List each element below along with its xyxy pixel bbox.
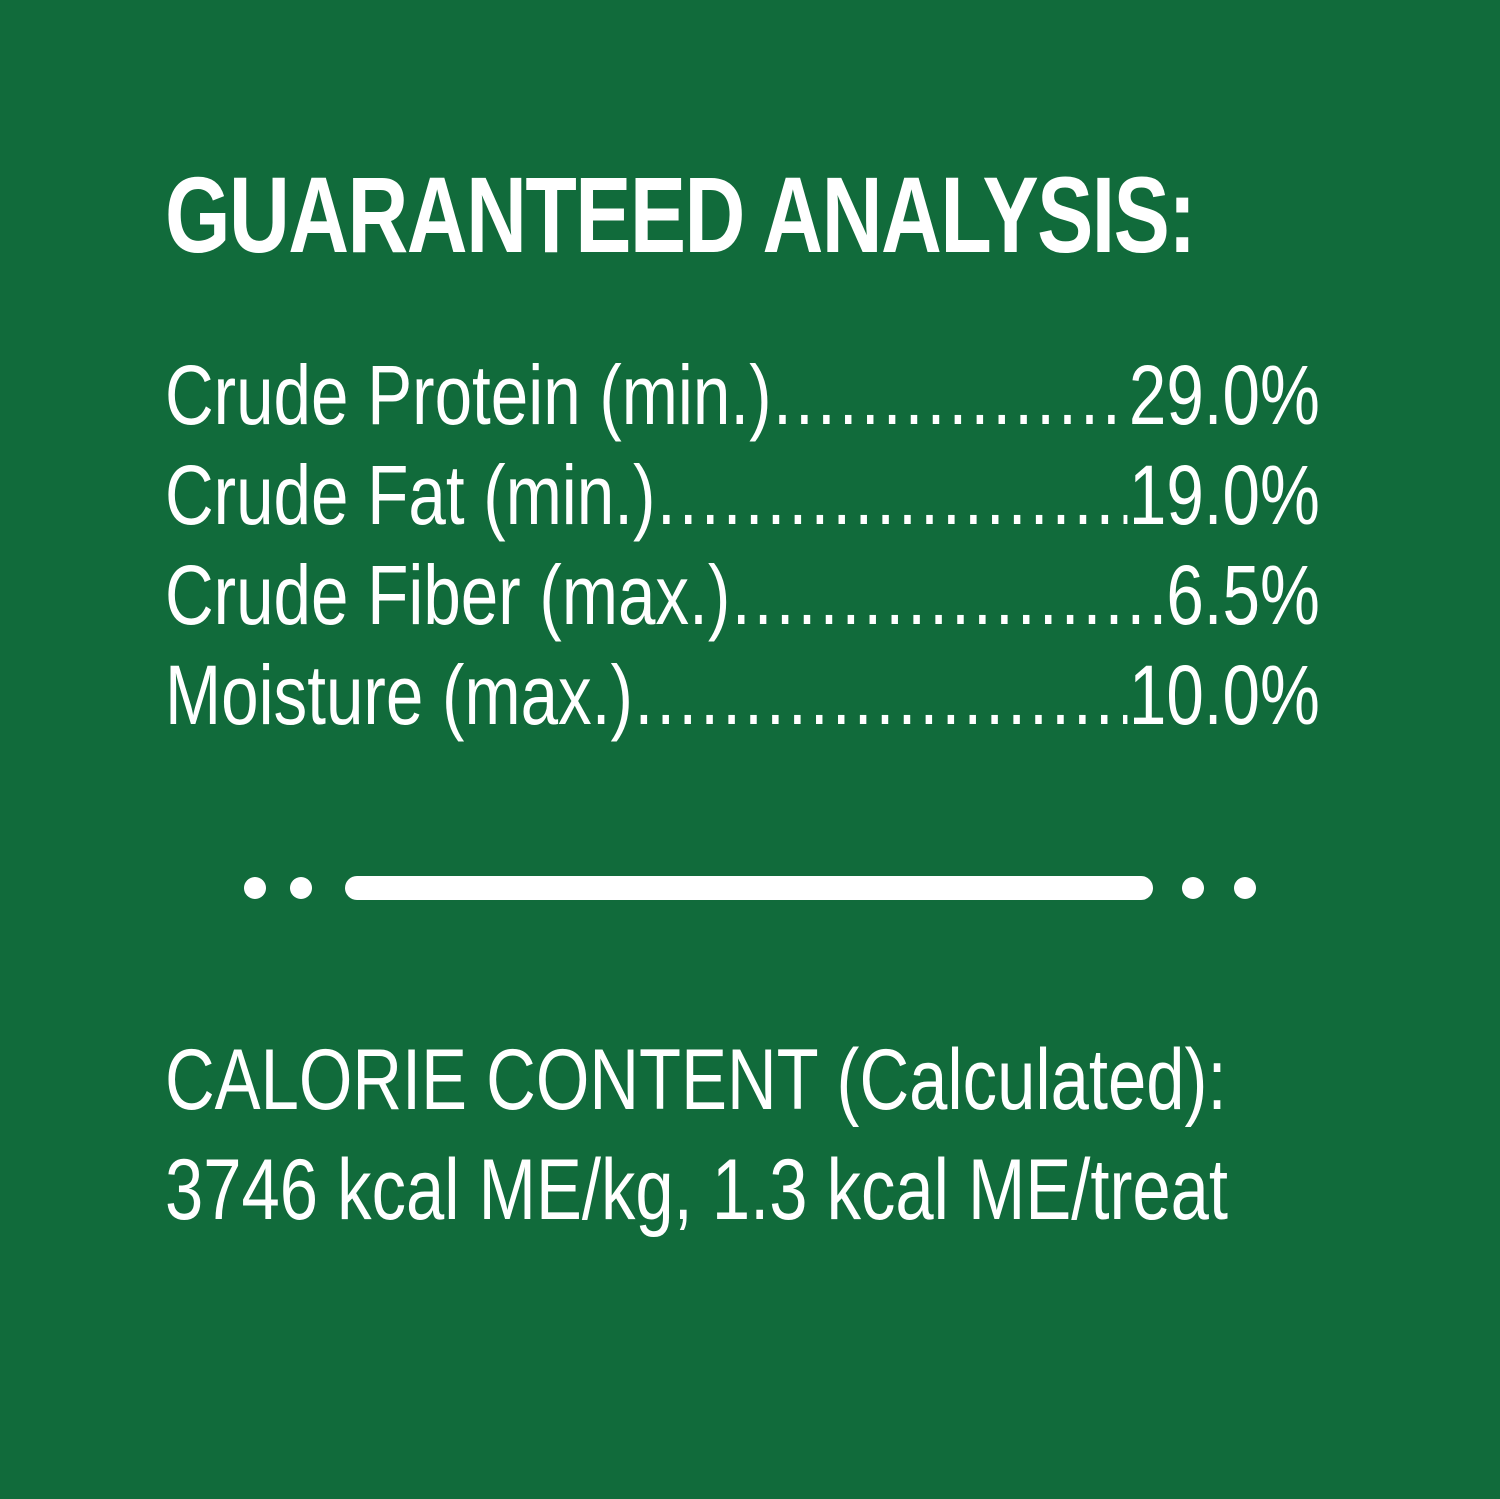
divider-dot (244, 877, 266, 899)
row-value: 19.0% (1128, 448, 1320, 542)
row-label: Moisture (max.) (165, 648, 633, 742)
analysis-table: Crude Protein (min.) 29.0% Crude Fat (mi… (165, 345, 1320, 745)
divider-bar (345, 876, 1153, 900)
divider-dot (290, 877, 312, 899)
row-label: Crude Fat (min.) (165, 448, 656, 542)
analysis-row-moisture: Moisture (max.) 10.0% (165, 645, 1320, 745)
divider-dot (1182, 877, 1204, 899)
divider-dot (1234, 877, 1256, 899)
page-title: GUARANTEED ANALYSIS: (165, 154, 1196, 275)
calorie-heading: CALORIE CONTENT (Calculated): (165, 1032, 1227, 1128)
dot-leader (657, 445, 1127, 545)
row-label: Crude Protein (min.) (165, 348, 772, 442)
analysis-row-fat: Crude Fat (min.) 19.0% (165, 445, 1320, 545)
row-value: 6.5% (1166, 548, 1320, 642)
analysis-row-protein: Crude Protein (min.) 29.0% (165, 345, 1320, 445)
dot-leader (634, 645, 1127, 745)
row-label: Crude Fiber (max.) (165, 548, 731, 642)
row-value: 29.0% (1128, 348, 1320, 442)
dot-leader (773, 345, 1127, 445)
dot-leader (732, 545, 1165, 645)
row-value: 10.0% (1128, 648, 1320, 742)
calorie-content: CALORIE CONTENT (Calculated): 3746 kcal … (165, 1025, 1228, 1245)
analysis-row-fiber: Crude Fiber (max.) 6.5% (165, 545, 1320, 645)
calorie-value: 3746 kcal ME/kg, 1.3 kcal ME/treat (165, 1142, 1229, 1238)
